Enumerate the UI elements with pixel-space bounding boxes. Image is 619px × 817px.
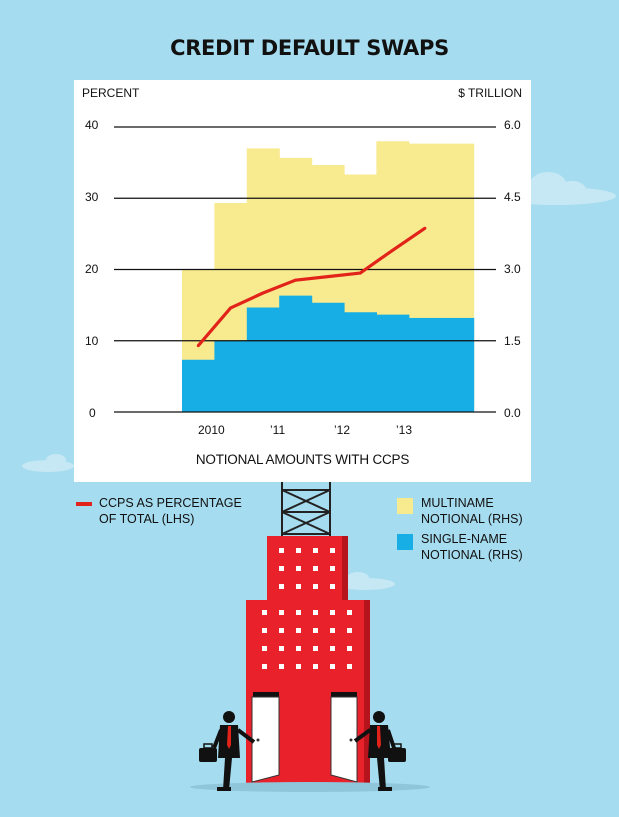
ccps-percentage-point <box>229 306 233 310</box>
single-name-area-column <box>246 307 280 412</box>
legend-multiname-label: MULTINAME NOTIONAL (RHS) <box>421 495 523 527</box>
ccps-percentage-point <box>196 344 200 348</box>
legend-single-label-1: SINGLE-NAME <box>421 532 508 546</box>
x-tick-label: ’12 <box>334 423 351 437</box>
building-icon <box>190 536 430 792</box>
single-name-area-column <box>376 314 410 412</box>
cloud-icon <box>22 454 74 472</box>
left-tick-label: 10 <box>85 334 99 348</box>
businessman-left-icon <box>199 711 256 791</box>
legend-single-label: SINGLE-NAME NOTIONAL (RHS) <box>421 531 523 563</box>
legend-line-swatch <box>76 502 92 506</box>
legend-multiname-swatch <box>397 498 413 514</box>
chart-title: CREDIT DEFAULT SWAPS <box>170 36 449 60</box>
left-tick-label: 0 <box>89 406 96 420</box>
right-tick-label: 0.0 <box>504 406 521 420</box>
cloud-icon <box>335 572 395 590</box>
single-name-area-column <box>408 317 442 412</box>
x-tick-label: ’11 <box>270 423 286 437</box>
single-name-area-column <box>311 302 345 412</box>
single-name-area-column <box>441 317 475 412</box>
right-tick-label: 6.0 <box>504 118 521 132</box>
ccps-percentage-point <box>358 271 362 275</box>
ccps-percentage-point <box>261 291 265 295</box>
right-tick-label: 4.5 <box>504 190 521 204</box>
ccps-percentage-point <box>391 248 394 252</box>
right-tick-label: 3.0 <box>504 262 521 276</box>
legend-line-label: CCPS AS PERCENTAGE OF TOTAL (LHS) <box>99 495 242 527</box>
ccps-percentage-point <box>326 275 330 279</box>
legend-line-label-2: OF TOTAL (LHS) <box>99 512 195 526</box>
left-tick-label: 20 <box>85 262 99 276</box>
ccps-percentage-point <box>423 226 427 230</box>
legend-line-label-1: CCPS AS PERCENTAGE <box>99 496 242 510</box>
ccps-percentage-line <box>196 226 426 347</box>
left-axis-title: PERCENT <box>82 86 140 100</box>
x-axis-title: NOTIONAL AMOUNTS WITH CCPS <box>195 452 410 467</box>
left-tick-label: 30 <box>85 190 99 204</box>
chart-plot <box>114 126 496 413</box>
x-tick-label: ’13 <box>396 423 413 437</box>
right-tick-label: 1.5 <box>504 334 521 348</box>
ccps-percentage-point <box>294 278 297 282</box>
single-name-area-column <box>279 295 313 412</box>
left-tick-label: 40 <box>85 118 99 132</box>
tower-icon <box>281 482 331 536</box>
businessman-right-icon <box>353 711 406 791</box>
legend-single-label-2: NOTIONAL (RHS) <box>421 548 523 562</box>
single-name-area-column <box>214 340 248 412</box>
legend-single-swatch <box>397 534 413 550</box>
single-name-area-column <box>182 359 215 412</box>
legend-multiname-label-2: NOTIONAL (RHS) <box>421 512 523 526</box>
x-tick-label: 2010 <box>198 423 225 437</box>
legend-multiname-label-1: MULTINAME <box>421 496 494 510</box>
right-axis-title: $ TRILLION <box>458 86 522 100</box>
chart-panel: PERCENT $ TRILLION 40 30 20 10 0 6.0 4.5… <box>74 80 531 482</box>
single-name-area-column <box>344 312 377 412</box>
